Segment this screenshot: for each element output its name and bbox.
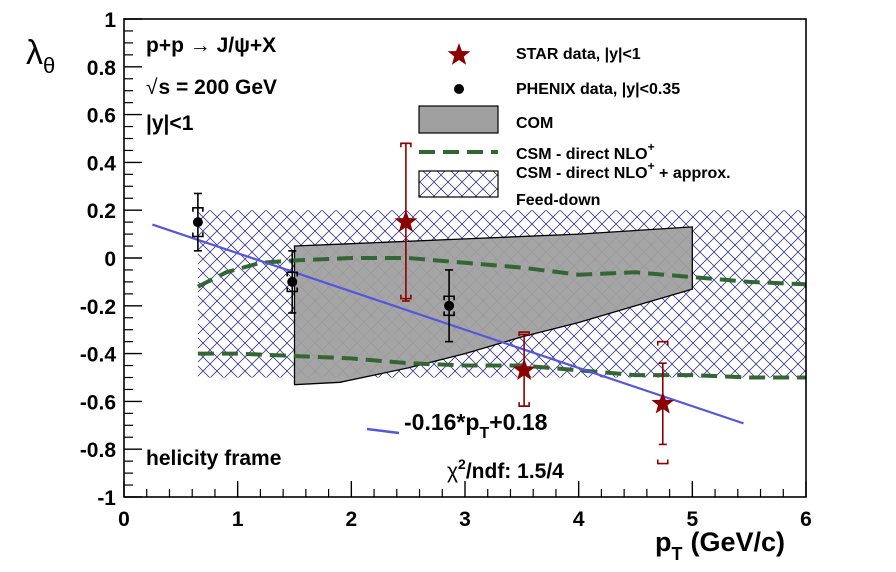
star-sys-bracket bbox=[400, 142, 412, 300]
legend-csm-fd-label-main: CSM - direct NLO bbox=[516, 165, 648, 182]
legend-star-shape bbox=[447, 43, 471, 65]
rapidity-label: |y|<1 bbox=[146, 112, 194, 135]
legend-csm-label: CSM - direct NLO+ bbox=[516, 140, 655, 163]
x-axis-label-sub: T bbox=[672, 544, 683, 564]
y-tick-label: 1 bbox=[104, 9, 116, 32]
star-data-point bbox=[512, 358, 536, 380]
x-tick-label: 6 bbox=[800, 508, 812, 531]
x-tick-label: 0 bbox=[118, 508, 130, 531]
x-tick-label: 2 bbox=[345, 508, 357, 531]
fit-equation-main: -0.16*p bbox=[404, 409, 479, 435]
com-band-area bbox=[293, 226, 693, 386]
x-axis-label-unit: (GeV/c) bbox=[691, 527, 786, 557]
phenix-sys-bracket bbox=[286, 271, 299, 293]
fit-line bbox=[152, 223, 744, 425]
reaction-label: p+p → J/ψ+X bbox=[146, 34, 276, 57]
legend: STAR data, |y|<1 PHENIX data, |y|<0.35 C… bbox=[418, 43, 731, 209]
frame-label: helicity frame bbox=[146, 447, 281, 470]
fit-legend-line bbox=[366, 427, 400, 435]
phenix-data-point bbox=[192, 217, 203, 228]
data-points bbox=[192, 142, 675, 465]
star-data-point bbox=[651, 391, 675, 414]
phenix-sys-bracket bbox=[192, 207, 204, 238]
chi2-sup: 2 bbox=[458, 456, 466, 472]
x-axis-label: pT (GeV/c) bbox=[655, 527, 785, 564]
y-axis-label: λθ bbox=[26, 34, 55, 78]
legend-star-marker bbox=[447, 43, 471, 65]
legend-csm-fd-label-tail: + approx. bbox=[655, 165, 731, 182]
y-tick-label: -1 bbox=[97, 487, 116, 510]
energy-sqrt: √ bbox=[146, 76, 158, 99]
x-tick-label: 1 bbox=[232, 508, 244, 531]
y-tick-label: 0.4 bbox=[87, 152, 117, 175]
legend-csm-fd-swatch bbox=[418, 170, 499, 198]
energy-label: √s = 200 GeV bbox=[146, 76, 277, 99]
star-data-point bbox=[394, 210, 418, 232]
phenix-sys-bracket bbox=[443, 295, 455, 317]
legend-phenix-label: PHENIX data, |y|<0.35 bbox=[516, 81, 680, 98]
phenix-data-point bbox=[444, 300, 455, 311]
phenix-data-point bbox=[287, 276, 298, 287]
legend-star-label: STAR data, |y|<1 bbox=[516, 46, 641, 63]
csm-upper-curve bbox=[196, 256, 807, 289]
fit-equation: -0.16*pT+0.18 bbox=[404, 409, 548, 442]
linear-fit bbox=[152, 223, 744, 425]
y-tick-label: -0.6 bbox=[80, 391, 116, 414]
axes: 0 1 2 3 4 5 6 -1 -0.8 -0.6 -0.4 -0.2 0 0.2 0.4 0.6 0.8 1 bbox=[80, 9, 812, 531]
x-tick-label: 4 bbox=[573, 508, 585, 531]
energy-value: s = 200 GeV bbox=[159, 76, 278, 99]
y-tick-label: 0.6 bbox=[87, 105, 116, 128]
y-tick-label: 0.8 bbox=[87, 57, 117, 80]
legend-com-label: COM bbox=[516, 115, 553, 132]
star-sys-bracket bbox=[656, 340, 669, 465]
legend-csm-label-sup: + bbox=[648, 140, 655, 154]
y-tick-label: 0.2 bbox=[87, 200, 116, 223]
y-axis-label-main: λ bbox=[26, 34, 43, 72]
legend-csm-fd-label-sup: + bbox=[648, 159, 655, 173]
chi2-label: χ2/ndf: 1.5/4 bbox=[447, 456, 564, 483]
fit-equation-tail: +0.18 bbox=[489, 409, 547, 435]
legend-com-swatch bbox=[418, 105, 499, 134]
x-tick-label: 5 bbox=[686, 508, 698, 531]
csm-lower-curve bbox=[197, 351, 806, 380]
y-tick-label: -0.8 bbox=[80, 439, 117, 462]
legend-csm-fd-label: CSM - direct NLO+ + approx. bbox=[516, 159, 731, 182]
y-tick-label: -0.4 bbox=[80, 344, 117, 367]
legend-csm-label-main: CSM - direct NLO bbox=[516, 146, 648, 163]
csm-direct-band bbox=[196, 256, 807, 380]
x-axis-label-main: p bbox=[655, 527, 672, 557]
legend-csm-fd-label-line2: Feed-down bbox=[516, 192, 600, 209]
chi2-symbol: χ bbox=[447, 460, 458, 483]
com-band bbox=[293, 226, 693, 386]
y-tick-label: 0 bbox=[104, 248, 116, 271]
fit-equation-sub: T bbox=[479, 425, 489, 442]
star-sys-bracket bbox=[518, 331, 530, 407]
y-tick-label: -0.2 bbox=[80, 296, 116, 319]
x-tick-label: 3 bbox=[459, 508, 471, 531]
legend-phenix-marker bbox=[454, 84, 464, 94]
y-axis-label-sub: θ bbox=[43, 53, 55, 78]
chi2-value: /ndf: 1.5/4 bbox=[466, 460, 564, 483]
